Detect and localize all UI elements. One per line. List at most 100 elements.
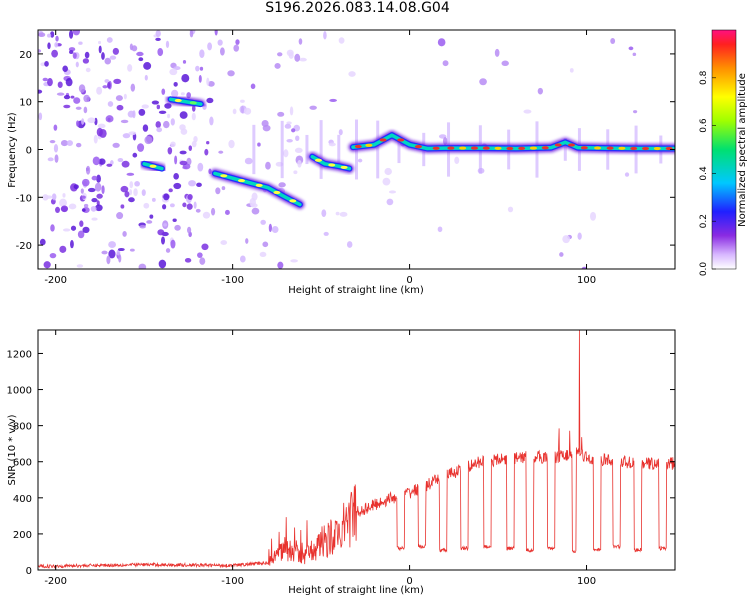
spectrogram-xtick-label: 0 [406, 275, 412, 286]
noise-blob [98, 158, 106, 165]
noise-blob [76, 264, 84, 268]
spectrogram-xtick-label: 100 [577, 275, 596, 286]
noise-blob [170, 141, 176, 148]
noise-blob [109, 55, 117, 60]
spectrogram-ridges [139, 94, 675, 209]
noise-blob [42, 77, 48, 82]
noise-blob [257, 142, 261, 147]
noise-blob [98, 40, 102, 45]
noise-blob [81, 118, 85, 125]
ridge-hotspot [365, 143, 373, 147]
noise-blob [127, 110, 135, 118]
noise-blob [179, 150, 187, 155]
noise-blob [104, 57, 111, 65]
spectrogram-xtick-label: -200 [44, 275, 67, 286]
snr-frame [37, 329, 676, 571]
noise-blob [131, 45, 138, 52]
noise-blob [589, 211, 597, 221]
noise-blob [117, 158, 124, 163]
noise-blob [170, 239, 176, 249]
noise-blob [133, 188, 138, 197]
noise-blob [196, 182, 202, 188]
noise-blob [141, 189, 146, 196]
ridge-hotspot [174, 98, 182, 103]
noise-blob [138, 108, 146, 116]
noise-blob [209, 116, 214, 126]
noise-blob [78, 84, 86, 93]
noise-blob [251, 207, 260, 215]
noise-blob [142, 124, 149, 132]
noise-blob [134, 181, 140, 187]
ridge-hotspot [506, 146, 514, 151]
noise-blob [357, 158, 363, 163]
noise-blob [628, 46, 634, 51]
noise-blob [138, 57, 144, 62]
noise-blob [295, 135, 300, 142]
noise-blob [437, 226, 443, 233]
noise-blob [80, 188, 84, 194]
noise-blob [346, 241, 353, 248]
noise-blob [70, 95, 75, 99]
noise-blob [128, 197, 135, 203]
noise-blob [47, 42, 51, 50]
noise-blob [286, 121, 292, 125]
noise-blob [87, 117, 96, 124]
noise-blob [245, 238, 249, 244]
noise-blob [388, 190, 397, 194]
noise-blob [338, 37, 345, 44]
noise-blob [165, 248, 171, 253]
noise-blob [261, 119, 269, 127]
colorbar-label: Normalized spectral amplitude [737, 73, 748, 227]
noise-blob [180, 92, 185, 96]
noise-streak [252, 124, 256, 175]
snr-series-line [38, 330, 675, 570]
noise-blob [227, 70, 235, 77]
noise-blob [73, 97, 81, 104]
noise-blob [559, 252, 564, 257]
noise-blob [38, 32, 46, 37]
noise-blob [188, 145, 193, 151]
snr-ytick-label: 200 [13, 530, 32, 541]
ridge-hotspot [653, 146, 661, 151]
noise-blob [143, 202, 150, 209]
noise-blob [144, 135, 153, 145]
noise-blob [97, 123, 106, 129]
noise-blob [179, 124, 186, 131]
snr-ylabel: SNR (10 * v/v) [7, 414, 18, 485]
noise-blob [228, 139, 235, 149]
noise-blob [79, 220, 84, 227]
snr-ytick-label: 600 [13, 458, 32, 469]
noise-blob [85, 165, 91, 175]
noise-blob [56, 92, 65, 96]
noise-blob [442, 60, 449, 67]
ridge-hotspot [354, 144, 362, 149]
noise-blob [156, 127, 163, 133]
noise-blob [120, 185, 129, 193]
noise-blob [187, 226, 192, 234]
noise-blob [202, 211, 211, 219]
noise-blob [53, 144, 59, 153]
noise-blob [144, 74, 148, 81]
noise-blob [123, 93, 127, 100]
noise-streak [376, 120, 380, 179]
noise-blob [108, 241, 117, 248]
ridge-hotspot [379, 138, 387, 142]
noise-blob [115, 95, 123, 102]
noise-blob [283, 149, 289, 158]
ridge-hotspot [529, 146, 537, 150]
noise-blob [218, 150, 224, 154]
noise-blob [193, 201, 197, 209]
snr-xlabel: Height of straight line (km) [288, 585, 424, 596]
noise-blob [101, 250, 108, 255]
ridge-hotspot [580, 146, 588, 150]
noise-blob [184, 257, 192, 263]
noise-streak [280, 120, 284, 179]
noise-blob [328, 142, 336, 147]
noise-blob [118, 254, 122, 263]
noise-blob [143, 62, 152, 70]
noise-blob [479, 78, 487, 86]
